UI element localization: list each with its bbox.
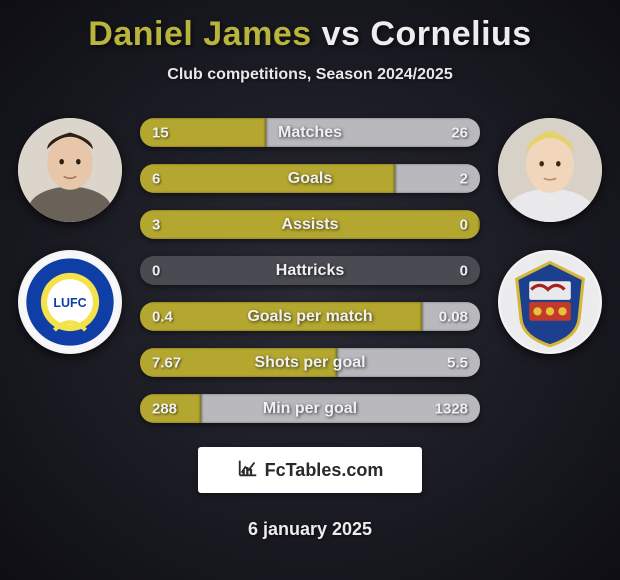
stat-value-left: 7.67	[152, 354, 181, 371]
stat-value-right: 5.5	[447, 354, 468, 371]
stat-label: Shots per goal	[254, 354, 365, 372]
stat-bar: 0.4 0.08 Goals per match	[140, 302, 480, 331]
stat-label: Assists	[282, 216, 339, 234]
stat-value-left: 15	[152, 124, 169, 141]
stat-bars: 15 26 Matches 6 2 Goals 3 0 Assists 0 0 Hattricks 0.…	[140, 118, 480, 423]
stat-label: Matches	[278, 124, 342, 142]
stat-label: Min per goal	[263, 400, 357, 418]
player2-avatar	[498, 118, 602, 222]
player1-avatar	[18, 118, 122, 222]
stat-label: Goals per match	[247, 308, 372, 326]
stat-value-left: 0.4	[152, 308, 173, 325]
stat-bar: 3 0 Assists	[140, 210, 480, 239]
stat-bar: 288 1328 Min per goal	[140, 394, 480, 423]
bar-fill-left	[140, 164, 395, 193]
comparison-card: Daniel James vs Cornelius Club competiti…	[0, 0, 620, 580]
stat-value-left: 6	[152, 170, 160, 187]
player1-club-badge: LUFC	[18, 250, 122, 354]
stat-value-left: 0	[152, 262, 160, 279]
stat-value-right: 0	[460, 216, 468, 233]
left-side: LUFC	[18, 118, 122, 354]
date: 6 january 2025	[248, 519, 372, 540]
player1-name: Daniel James	[88, 15, 311, 53]
right-side	[498, 118, 602, 354]
stat-bar: 7.67 5.5 Shots per goal	[140, 348, 480, 377]
stat-value-right: 0	[460, 262, 468, 279]
stat-bar: 15 26 Matches	[140, 118, 480, 147]
stat-value-left: 3	[152, 216, 160, 233]
player2-name: Cornelius	[370, 15, 531, 53]
stat-value-right: 26	[451, 124, 468, 141]
stat-bar: 0 0 Hattricks	[140, 256, 480, 285]
stat-label: Hattricks	[276, 262, 344, 280]
watermark-text: FcTables.com	[265, 460, 384, 481]
stat-label: Goals	[288, 170, 332, 188]
watermark-badge: FcTables.com	[198, 447, 422, 493]
stat-bar: 6 2 Goals	[140, 164, 480, 193]
stat-value-right: 1328	[435, 400, 468, 417]
main-row: LUFC 15 26 Matches 6 2 Goals 3 0 Assists 0 0 Hattri…	[8, 118, 612, 423]
stat-value-right: 0.08	[439, 308, 468, 325]
page-title: Daniel James vs Cornelius	[88, 15, 531, 54]
vs-label: vs	[322, 15, 361, 53]
stat-value-right: 2	[460, 170, 468, 187]
subtitle: Club competitions, Season 2024/2025	[167, 66, 452, 84]
player2-club-badge	[498, 250, 602, 354]
chart-icon	[237, 457, 259, 484]
svg-text:LUFC: LUFC	[53, 296, 86, 310]
stat-value-left: 288	[152, 400, 177, 417]
